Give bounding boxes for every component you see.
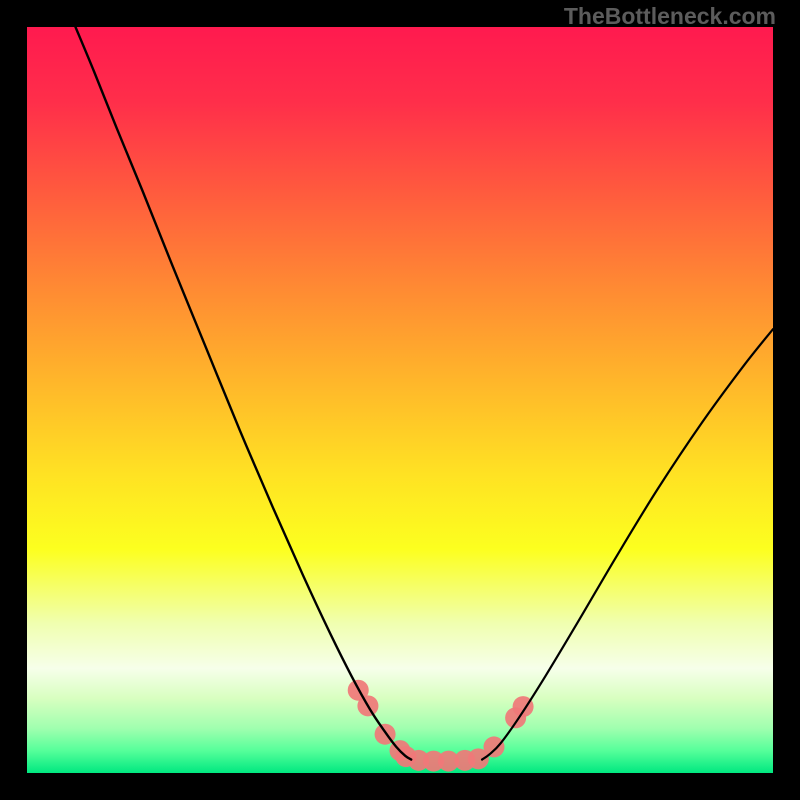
chart-frame: TheBottleneck.com <box>0 0 800 800</box>
chart-svg <box>0 0 800 800</box>
watermark-text: TheBottleneck.com <box>564 3 776 30</box>
plot-background <box>27 27 773 773</box>
marker-point <box>483 736 504 757</box>
